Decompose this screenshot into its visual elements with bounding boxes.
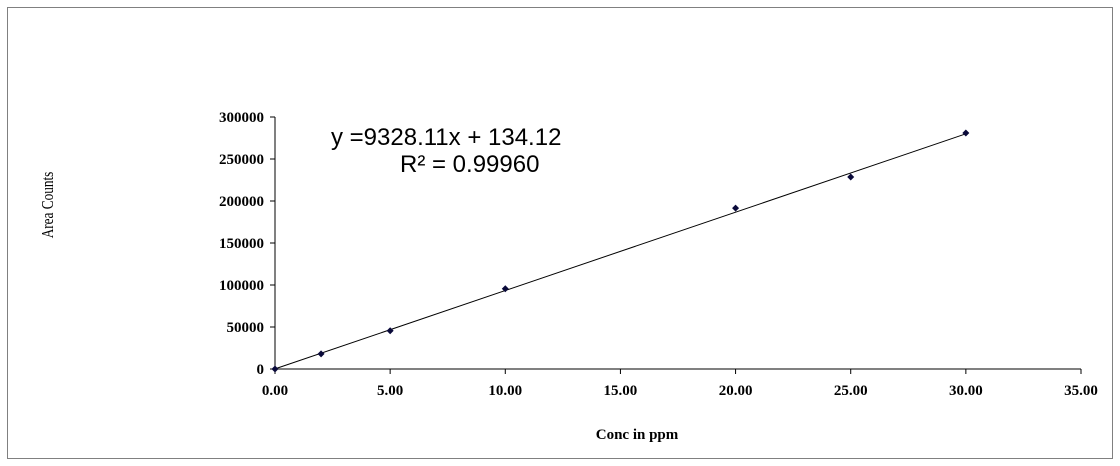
y-tick-label: 50000 (227, 320, 265, 336)
x-tick-label: 30.00 (949, 383, 983, 399)
x-tick-label: 35.00 (1064, 383, 1098, 399)
data-point (732, 204, 740, 212)
y-axis-ticks: 0 50000 100000 150000 200000 250000 300000 (219, 110, 275, 378)
x-tick-label: 15.00 (604, 383, 638, 399)
x-tick-label: 0.00 (262, 383, 288, 399)
y-tick-label: 300000 (219, 110, 264, 126)
x-tick-label: 5.00 (377, 383, 403, 399)
x-tick-label: 20.00 (719, 383, 753, 399)
x-axis-ticks: 0.00 5.00 10.00 15.00 20.00 25.00 30.00 35.00 (262, 369, 1098, 399)
r-squared-label: R² = 0.99960 (400, 151, 539, 178)
y-axis-title: Area Counts (39, 172, 58, 239)
x-axis-title: Conc in ppm (596, 427, 679, 443)
axes (274, 117, 1081, 370)
trendline (274, 133, 967, 370)
y-tick-label: 200000 (219, 194, 264, 210)
y-tick-label: 100000 (219, 278, 264, 294)
calibration-chart: 0 50000 100000 150000 200000 250000 300000 0.0… (39, 110, 1098, 443)
y-tick-label: 0 (257, 362, 265, 378)
data-point (317, 350, 325, 358)
data-point (501, 285, 509, 293)
x-tick-label: 25.00 (834, 383, 868, 399)
data-point (847, 173, 855, 181)
y-tick-label: 250000 (219, 152, 264, 168)
data-point (386, 327, 394, 335)
data-point (271, 365, 279, 373)
data-point (962, 129, 970, 137)
chart-frame: 0 50000 100000 150000 200000 250000 300000 0.0… (7, 7, 1113, 459)
equation-label: y =9328.11x + 134.12 (331, 124, 561, 151)
data-points (271, 129, 970, 373)
x-tick-label: 10.00 (488, 383, 522, 399)
y-tick-label: 150000 (219, 236, 264, 252)
